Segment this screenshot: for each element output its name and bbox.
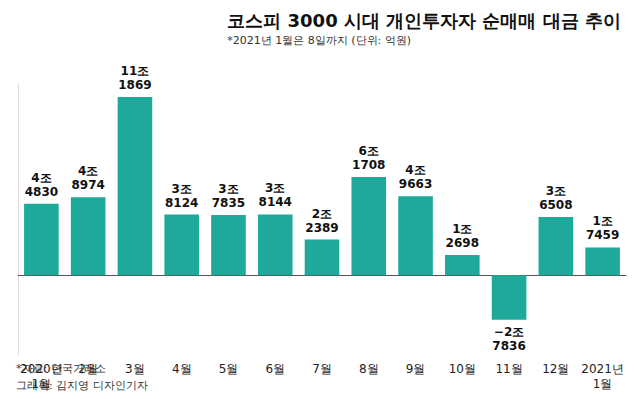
svg-text:8월: 8월 bbox=[359, 362, 379, 376]
svg-text:1869: 1869 bbox=[118, 78, 151, 92]
svg-text:2조: 2조 bbox=[312, 207, 332, 221]
svg-text:3조: 3조 bbox=[265, 181, 285, 195]
svg-text:2월: 2월 bbox=[78, 362, 98, 376]
svg-text:8144: 8144 bbox=[259, 195, 292, 209]
svg-text:코스피 3000 시대 개인투자자 순매매 대금 추이: 코스피 3000 시대 개인투자자 순매매 대금 추이 bbox=[227, 10, 621, 31]
svg-text:*자료: 한국거래소: *자료: 한국거래소 bbox=[16, 362, 106, 375]
svg-text:11월: 11월 bbox=[495, 362, 522, 376]
svg-text:1조: 1조 bbox=[452, 222, 472, 236]
svg-text:6508: 6508 bbox=[539, 198, 572, 212]
svg-text:6월: 6월 bbox=[265, 362, 285, 376]
svg-text:11조: 11조 bbox=[121, 64, 150, 78]
svg-text:2389: 2389 bbox=[305, 221, 338, 235]
svg-text:7459: 7459 bbox=[586, 228, 619, 242]
svg-text:5월: 5월 bbox=[219, 362, 239, 376]
svg-text:2698: 2698 bbox=[446, 236, 479, 250]
svg-text:3조: 3조 bbox=[546, 184, 566, 198]
svg-text:1월: 1월 bbox=[593, 377, 613, 391]
svg-text:4조: 4조 bbox=[405, 163, 425, 177]
svg-text:10월: 10월 bbox=[449, 362, 476, 376]
svg-text:1조: 1조 bbox=[592, 214, 612, 228]
svg-text:3조: 3조 bbox=[172, 182, 192, 196]
svg-text:8124: 8124 bbox=[165, 196, 198, 210]
svg-text:3조: 3조 bbox=[218, 182, 238, 196]
svg-text:4월: 4월 bbox=[172, 362, 192, 376]
svg-text:그래픽: 김지영 디자인기자: 그래픽: 김지영 디자인기자 bbox=[16, 379, 148, 392]
svg-text:−2조: −2조 bbox=[494, 325, 524, 339]
svg-text:12월: 12월 bbox=[542, 362, 569, 376]
svg-text:7835: 7835 bbox=[212, 196, 245, 210]
svg-text:7836: 7836 bbox=[492, 339, 525, 353]
svg-text:2020년: 2020년 bbox=[20, 362, 63, 376]
svg-text:2021년: 2021년 bbox=[581, 362, 624, 376]
svg-text:8974: 8974 bbox=[71, 178, 104, 192]
svg-text:1708: 1708 bbox=[352, 158, 385, 172]
svg-text:*2021년 1월은 8일까지 (단위: 억원): *2021년 1월은 8일까지 (단위: 억원) bbox=[227, 34, 411, 47]
svg-text:1월: 1월 bbox=[32, 377, 52, 391]
svg-text:4830: 4830 bbox=[25, 185, 58, 199]
svg-text:4조: 4조 bbox=[31, 171, 51, 185]
svg-text:6조: 6조 bbox=[359, 144, 379, 158]
svg-text:3월: 3월 bbox=[125, 362, 145, 376]
svg-text:9663: 9663 bbox=[399, 177, 432, 191]
svg-text:9월: 9월 bbox=[406, 362, 426, 376]
svg-text:4조: 4조 bbox=[78, 164, 98, 178]
svg-text:7월: 7월 bbox=[312, 362, 332, 376]
